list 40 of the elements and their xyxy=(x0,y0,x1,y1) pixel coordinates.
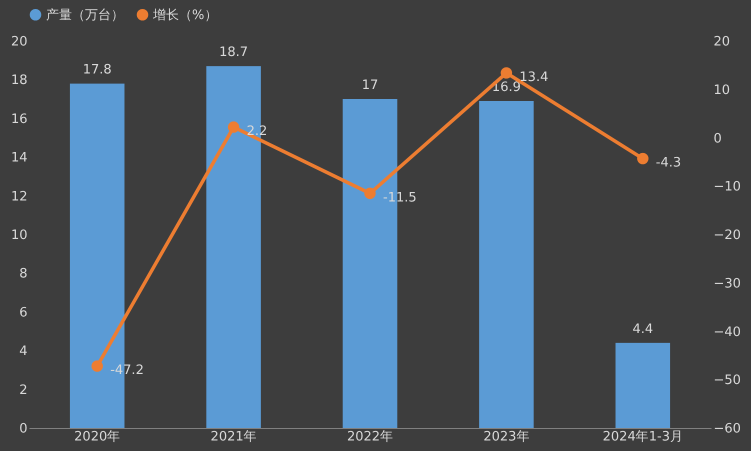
y2-tick-label: −30 xyxy=(714,276,741,292)
y2-tick-label: −20 xyxy=(714,228,741,243)
y2-tick-label: −40 xyxy=(714,324,741,340)
data-label: 18.7 xyxy=(219,45,248,60)
x-tick-label: 2024年1-3月 xyxy=(602,430,683,444)
legend-label: 产量（万台） xyxy=(46,8,124,23)
y-tick-label: 14 xyxy=(10,150,28,166)
y-tick-label: 6 xyxy=(19,305,28,320)
y-tick-label: 12 xyxy=(10,189,28,204)
y2-tick-label: 20 xyxy=(714,34,730,50)
x-tick-label: 2023年 xyxy=(483,430,530,444)
data-label: -4.3 xyxy=(656,156,682,171)
data-label: 13.4 xyxy=(519,70,548,85)
y-tick-label: 10 xyxy=(10,228,28,243)
point xyxy=(500,67,512,79)
y-tick-label: 16 xyxy=(10,112,28,127)
point xyxy=(92,360,103,372)
y2-tick-label: −60 xyxy=(714,422,741,436)
y-tick-label: 8 xyxy=(19,266,28,282)
data-label: 17 xyxy=(362,78,378,94)
x-tick-label: 2020年 xyxy=(74,430,120,444)
point xyxy=(364,188,376,200)
y2-tick-label: −50 xyxy=(714,373,741,388)
x-tick-label: 2021年 xyxy=(210,430,257,444)
data-label: 4.4 xyxy=(632,322,654,337)
x-tick-label: 2022年 xyxy=(346,430,394,444)
y2-tick-label: −10 xyxy=(714,180,741,195)
y2-tick-label: 0 xyxy=(714,131,722,146)
legend-label: 增长（%） xyxy=(152,8,218,23)
y-tick-label: 18 xyxy=(10,73,28,88)
y-tick-label: 2 xyxy=(19,382,28,398)
y2-tick-label: 10 xyxy=(714,82,730,98)
bar xyxy=(479,100,534,428)
y-tick-label: 20 xyxy=(10,34,28,50)
bar xyxy=(616,342,670,428)
point xyxy=(637,152,648,164)
data-label: 17.8 xyxy=(82,62,112,78)
y-tick-label: 0 xyxy=(19,422,28,436)
y-tick-label: 4 xyxy=(19,344,28,360)
point xyxy=(228,121,240,133)
